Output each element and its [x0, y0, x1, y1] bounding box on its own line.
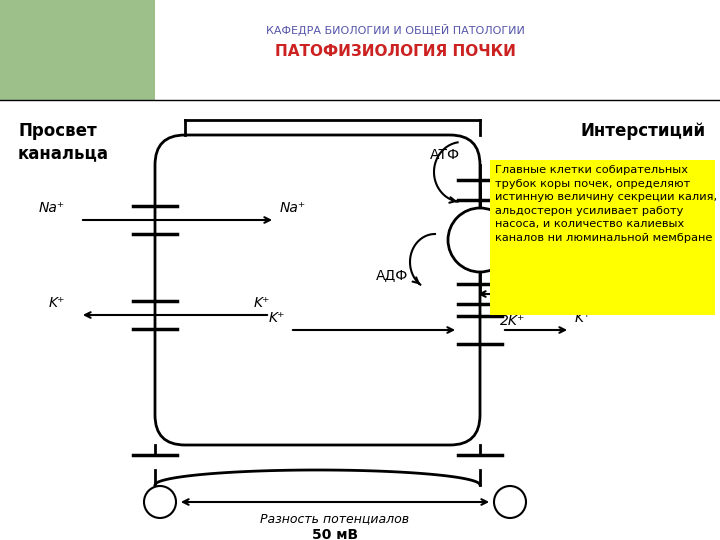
Text: 50 мВ: 50 мВ	[312, 528, 358, 540]
Text: +: +	[503, 493, 517, 511]
Text: Na⁺: Na⁺	[280, 201, 306, 215]
Text: −: −	[152, 492, 168, 511]
Circle shape	[448, 208, 512, 272]
Text: 3Na⁺: 3Na⁺	[575, 176, 610, 190]
Text: Главные клетки собирательных
трубок коры почек, определяют
истинную величину сек: Главные клетки собирательных трубок коры…	[495, 165, 717, 243]
Text: КАФЕДРА БИОЛОГИИ И ОБЩЕЙ ПАТОЛОГИИ: КАФЕДРА БИОЛОГИИ И ОБЩЕЙ ПАТОЛОГИИ	[266, 24, 524, 36]
Text: Интерстиций: Интерстиций	[580, 122, 705, 140]
Circle shape	[144, 486, 176, 518]
PathPatch shape	[155, 135, 480, 445]
Text: ПАТОФИЗИОЛОГИЯ ПОЧКИ: ПАТОФИЗИОЛОГИЯ ПОЧКИ	[274, 44, 516, 59]
Bar	[0, 0, 155, 100]
Text: АДФ: АДФ	[376, 268, 408, 282]
Text: K⁺: K⁺	[575, 311, 592, 325]
Circle shape	[494, 486, 526, 518]
Text: Na⁺: Na⁺	[39, 201, 65, 215]
Text: Разность потенциалов: Разность потенциалов	[261, 512, 410, 525]
Text: K⁺: K⁺	[48, 296, 65, 310]
Text: АТФ: АТФ	[430, 148, 460, 162]
Bar	[490, 160, 715, 315]
Text: Просвет
канальца: Просвет канальца	[18, 122, 109, 162]
Text: K⁺: K⁺	[253, 296, 270, 310]
Text: 2K⁺: 2K⁺	[500, 314, 526, 328]
Text: K⁺: K⁺	[269, 311, 285, 325]
